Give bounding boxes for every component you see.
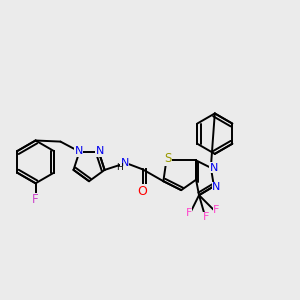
Text: O: O	[138, 185, 148, 198]
Text: N: N	[210, 163, 218, 173]
Text: N: N	[212, 182, 220, 192]
Text: F: F	[213, 205, 220, 215]
Text: H: H	[117, 163, 123, 172]
Text: N: N	[74, 146, 83, 156]
Text: F: F	[203, 212, 209, 223]
Text: N: N	[95, 146, 104, 156]
Text: S: S	[164, 152, 171, 165]
Text: F: F	[32, 193, 39, 206]
Text: F: F	[185, 208, 192, 218]
Text: N: N	[121, 158, 129, 168]
